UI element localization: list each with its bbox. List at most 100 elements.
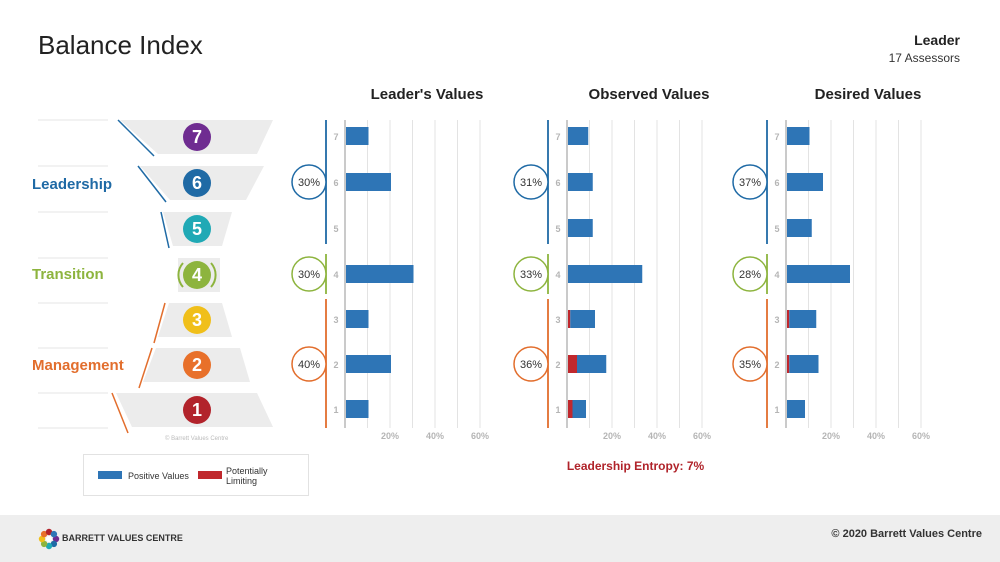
leadership-entropy: Leadership Entropy: 7% — [566, 459, 705, 473]
logo-petal-2 — [45, 542, 53, 550]
chart-2-tick-label-40: 40% — [648, 431, 666, 441]
chart-3-bar-positive-level-4 — [787, 265, 850, 283]
level-2-circle-icon — [183, 351, 211, 379]
legend: Positive Values Potentially Limiting — [83, 454, 309, 496]
level-7-circle-icon — [183, 123, 211, 151]
chart-2-bar-limiting-level-1 — [568, 400, 573, 418]
chart-3-tick-label-20: 20% — [822, 431, 840, 441]
group-label-leadership: Leadership — [32, 176, 113, 193]
chart-2-category-label-6: 6 — [555, 178, 560, 188]
chart-3-percent-circle-management — [732, 346, 768, 382]
chart-2-bar-positive-level-3 — [570, 310, 595, 328]
chart-1-tick-label-60: 60% — [471, 431, 489, 441]
level-2-number: 2 — [192, 355, 202, 375]
funnel-edge-level-2 — [138, 347, 153, 389]
bar-charts: 20% 40% 60% 30% 30% 40% 7 6 5 4 3 2 1 20% 40% 60% 31% 33%… — [291, 120, 930, 441]
chart-2-bar-positive-level-7 — [568, 127, 589, 145]
level-4-number: 4 — [192, 265, 202, 285]
leader-name: Leader — [914, 32, 960, 48]
chart-1-category-label-1: 1 — [333, 405, 338, 415]
chart-3-percent-management: 35% — [739, 359, 761, 371]
level-1-number: 1 — [192, 400, 202, 420]
level-4-circle-icon — [183, 261, 211, 289]
chart-2-bar-positive-level-5 — [568, 219, 593, 237]
chart-3-percent-circle-transition — [732, 256, 768, 292]
chart-2-category-label-4: 4 — [555, 270, 560, 280]
logo-petal-3 — [40, 540, 48, 548]
chart-2-tick-label-60: 60% — [693, 431, 711, 441]
chart-2-percent-circle-leadership — [513, 164, 549, 200]
chart-1-percent-circle-leadership — [291, 164, 327, 200]
level-5-number: 5 — [192, 219, 202, 239]
chart-2-category-label-5: 5 — [555, 224, 560, 234]
chart-1-category-label-5: 5 — [333, 224, 338, 234]
chart-3-percent-transition: 28% — [739, 269, 761, 281]
chart-2-category-label-1: 1 — [555, 405, 560, 415]
chart-1-percent-transition: 30% — [298, 269, 320, 281]
chart-title-desired-values: Desired Values — [814, 86, 922, 103]
chart-3-bar-limiting-level-3 — [787, 310, 790, 328]
footer-copyright: © 2020 Barrett Values Centre — [831, 528, 982, 540]
chart-2-bar-positive-level-1 — [572, 400, 586, 418]
chart-1-category-label-6: 6 — [333, 178, 338, 188]
chart-2-category-label-3: 3 — [555, 315, 560, 325]
chart-2-percent-circle-transition — [513, 256, 549, 292]
legend-label-limiting: Potentially Limiting — [226, 466, 268, 486]
small-copyright: © Barrett Values Centre — [165, 436, 229, 442]
logo-petal-1 — [50, 540, 58, 548]
chart-2-percent-management: 36% — [520, 359, 542, 371]
logo-petal-7 — [50, 530, 58, 538]
funnel-edge-level-7 — [117, 119, 155, 157]
chart-2-bar-positive-level-2 — [577, 355, 607, 373]
level-6-circle-icon — [183, 169, 211, 197]
chart-1-percent-leadership: 30% — [298, 177, 320, 189]
chart-1-tick-label-20: 20% — [381, 431, 399, 441]
chart-3-category-label-6: 6 — [774, 178, 779, 188]
chart-2-bar-limiting-level-2 — [568, 355, 577, 373]
chart-3-tick-label-60: 60% — [912, 431, 930, 441]
assessor-count: 17 Assessors — [888, 51, 960, 65]
chart-2-tick-label-20: 20% — [603, 431, 621, 441]
chart-title-observed-values: Observed Values — [588, 86, 710, 103]
chart-1-bar-positive-level-6 — [346, 173, 391, 191]
level-3-circle-icon — [183, 306, 211, 334]
chart-1-bar-positive-level-1 — [346, 400, 369, 418]
level-6-number: 6 — [192, 173, 202, 193]
chart-2-bar-positive-level-6 — [568, 173, 593, 191]
chart-3-bar-positive-level-1 — [787, 400, 805, 418]
page-title: Balance Index — [38, 30, 203, 60]
chart-2-percent-transition: 33% — [520, 269, 542, 281]
chart-2-category-label-2: 2 — [555, 360, 560, 370]
footer: BARRETT VALUES CENTRE © 2020 Barrett Val… — [0, 515, 1000, 562]
logo-petal-4 — [38, 535, 46, 543]
chart-2-category-label-7: 7 — [555, 132, 560, 142]
legend-label-limiting-line2: Limiting — [226, 476, 258, 486]
logo-petal-6 — [45, 528, 53, 536]
legend-swatch-limiting — [198, 471, 222, 479]
chart-1-tick-label-40: 40% — [426, 431, 444, 441]
group-label-management: Management — [32, 357, 124, 374]
chart-3-bar-positive-level-2 — [789, 355, 819, 373]
chart-3-tick-label-40: 40% — [867, 431, 885, 441]
chart-3-category-label-2: 2 — [774, 360, 779, 370]
chart-3-percent-leadership: 37% — [739, 177, 761, 189]
leader-info: Leader 17 Assessors — [889, 32, 960, 65]
level-3-number: 3 — [192, 310, 202, 330]
chart-title-leaders-values: Leader's Values — [370, 86, 484, 103]
logo-petal-5 — [40, 530, 48, 538]
chart-3-bar-limiting-level-2 — [787, 355, 790, 373]
footer-brand: BARRETT VALUES CENTRE — [62, 533, 183, 543]
funnel-edge-level-3 — [153, 302, 166, 344]
funnel-edge-level-6 — [137, 165, 167, 203]
chart-3-bar-positive-level-6 — [787, 173, 823, 191]
chart-1-category-label-3: 3 — [333, 315, 338, 325]
chart-3-bar-positive-level-7 — [787, 127, 810, 145]
chart-3-percent-circle-leadership — [732, 164, 768, 200]
chart-3-category-label-3: 3 — [774, 315, 779, 325]
chart-3-bar-positive-level-5 — [787, 219, 812, 237]
level-5-circle-icon — [183, 215, 211, 243]
chart-1-percent-management: 40% — [298, 359, 320, 371]
chart-2-percent-leadership: 31% — [520, 177, 542, 189]
chart-3-category-label-5: 5 — [774, 224, 779, 234]
funnel-edge-level-5 — [160, 211, 170, 249]
